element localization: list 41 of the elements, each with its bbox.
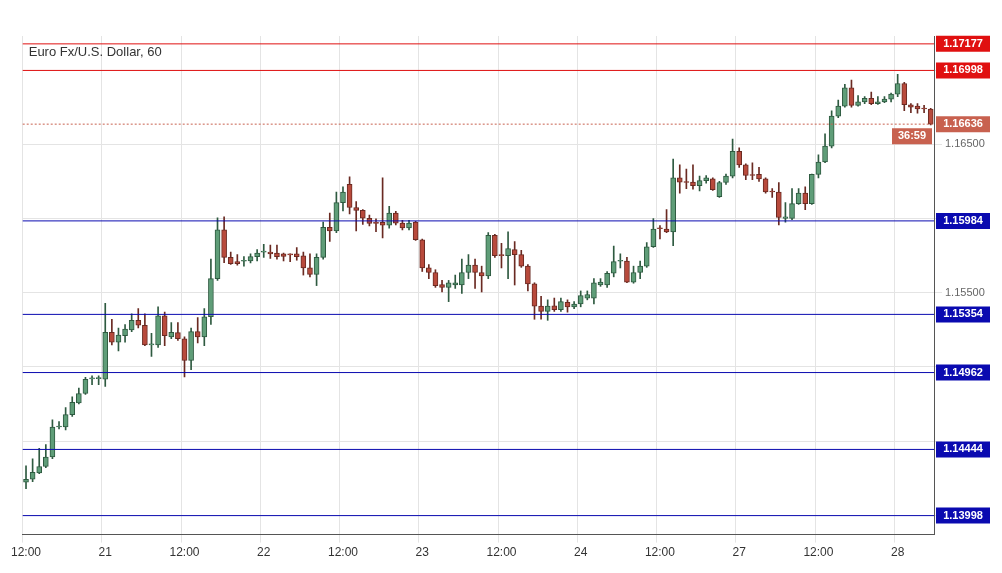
ref-line-label: 1.17177	[943, 36, 983, 49]
x-tick-label: 12:00	[11, 545, 42, 560]
candlestick	[56, 421, 62, 430]
x-tick-label: 21	[98, 545, 113, 560]
candlestick	[875, 96, 881, 105]
text: Euro Fx/U.S. Dollar, 60	[28, 43, 162, 59]
x-tick-label: 12:00	[803, 545, 834, 560]
x-tick-label: 28	[891, 545, 905, 560]
candlestick	[326, 212, 333, 242]
x-tick-label: 24	[574, 545, 588, 560]
candlestick	[657, 225, 663, 240]
ref-line-label: 1.15354	[943, 307, 984, 320]
candlestick	[511, 241, 518, 286]
x-tick-label: 23	[415, 545, 430, 560]
ref-line-label: 1.14962	[943, 365, 983, 378]
candlestick	[921, 105, 927, 113]
x-tick-label: 12:00	[486, 545, 517, 560]
annotation: 36:59	[897, 129, 927, 142]
x-tick-label: 12:00	[169, 545, 200, 560]
ref-line-label: 1.15984	[943, 213, 984, 226]
ref-line-label: 1.16636	[943, 117, 983, 130]
candlestick	[505, 231, 511, 279]
x-tick-label: 12:00	[644, 545, 676, 560]
y-tick-label: 1.15500	[945, 285, 985, 298]
candlestick	[89, 375, 95, 385]
candlestick	[769, 188, 776, 198]
y-tick-label: 1.16500	[945, 137, 985, 150]
candlestick	[287, 253, 293, 262]
candlestick	[260, 244, 267, 258]
ref-line-label: 1.14444	[943, 442, 984, 455]
candlestick	[353, 201, 360, 232]
x-tick-label: 27	[732, 545, 747, 560]
candlestick	[452, 274, 459, 289]
ref-line-label: 1.16998	[943, 63, 983, 76]
candlestick	[241, 256, 247, 267]
x-tick-label: 22	[257, 545, 271, 560]
x-tick-label: 12:00	[327, 545, 359, 560]
candlestick	[194, 317, 201, 344]
ref-line-label: 1.13998	[943, 508, 983, 521]
candlestick	[690, 164, 696, 190]
candlestick	[274, 244, 280, 260]
